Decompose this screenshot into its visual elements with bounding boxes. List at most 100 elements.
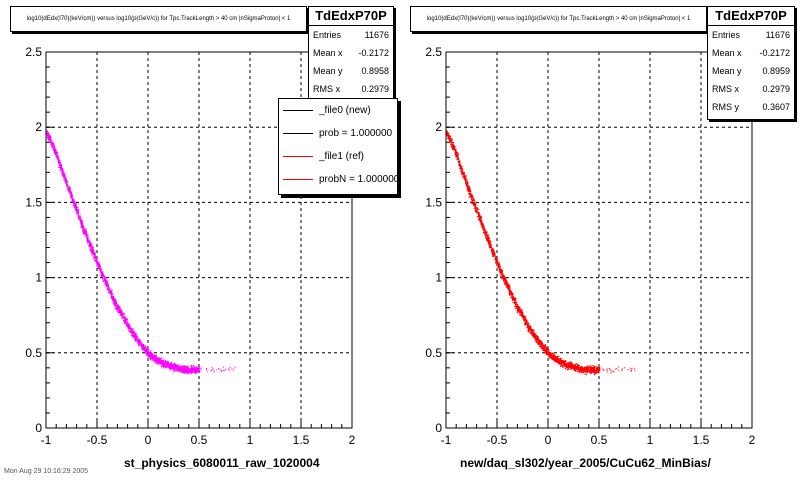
scatter-point [455,155,457,157]
scatter-point [567,363,569,366]
scatter-point [509,293,511,295]
scatter-point [115,307,117,309]
scatter-point [533,336,535,338]
scatter-point [80,219,83,221]
scatter-point [590,368,593,370]
scatter-point [74,201,76,203]
scatter-point [539,341,542,344]
scatter-point [129,331,131,333]
scatter-point [175,366,178,368]
scatter-point [73,205,75,207]
scatter-point [556,355,558,358]
scatter-point [121,313,123,315]
scatter-point [554,357,556,359]
scatter-point [448,134,451,137]
scatter-point [504,283,506,285]
scatter-point [101,271,103,273]
scatter-point [109,291,111,293]
scatter-point [119,310,121,312]
scatter-point [79,217,81,219]
x-tick-label: -0.5 [87,433,108,447]
stats-value: -0.2172 [358,48,389,58]
scatter-point [195,367,198,370]
scatter-point [540,340,542,342]
scatter-point [590,372,592,374]
scatter-point [624,367,626,369]
scatter-point [610,370,612,372]
scatter-point [542,346,544,348]
scatter-point [58,160,60,162]
scatter-point [130,328,132,330]
scatter-point [180,371,182,374]
scatter-point [158,362,161,364]
scatter-point [117,304,119,306]
scatter-point [194,372,196,374]
scatter-point [76,213,79,215]
scatter-point [634,369,636,371]
scatter-point [487,236,489,238]
scatter-point [571,367,573,369]
scatter-point [532,334,535,336]
stats-value: 11676 [765,30,790,40]
scatter-point [521,315,523,317]
scatter-point [115,305,118,307]
scatter-point [582,368,584,370]
scatter-point [73,199,75,201]
scatter-point [448,137,450,139]
scatter-point [79,219,81,221]
scatter-point [452,147,455,149]
scatter-point [592,369,595,372]
scatter-point [130,327,132,329]
scatter-point [135,340,137,342]
scatter-point [569,361,572,363]
scatter-point [136,340,138,343]
scatter-point [599,366,601,368]
scatter-point [150,351,152,353]
scatter-point [82,223,84,225]
scatter-point [71,199,74,201]
scatter-point [602,369,604,371]
scatter-point [593,371,596,373]
scatter-point [609,368,611,370]
scatter-point [473,199,475,201]
scatter-point [183,371,185,373]
scatter-point [556,356,558,358]
scatter-point [484,235,487,237]
scatter-point [580,371,582,373]
scatter-point [590,367,592,369]
scatter-point [157,362,159,364]
scatter-point [560,363,562,365]
scatter-point [53,152,56,154]
scatter-point [80,226,83,228]
scatter-point [169,363,171,365]
scatter-point [478,218,481,220]
scatter-point [61,168,64,170]
scatter-point [482,227,484,229]
scatter-point [487,234,489,236]
legend-label: prob = 1.000000 [319,128,393,139]
scatter-point [91,250,93,252]
scatter-point [492,250,494,252]
scatter-point [556,359,559,361]
scatter-point [569,366,571,368]
scatter-point [80,220,82,222]
scatter-point [554,355,556,357]
scatter-point [450,144,452,146]
scatter-point [497,266,499,268]
scatter-point [461,165,463,167]
scatter-point [51,145,53,147]
scatter-point [80,218,82,221]
scatter-point [102,273,104,275]
scatter-point [498,263,501,265]
scatter-point [147,354,150,357]
scatter-point [474,206,477,208]
scatter-point [127,327,129,329]
scatter-point [496,264,498,266]
scatter-point [462,171,464,173]
scatter-point [167,364,169,366]
scatter-point [524,315,526,318]
scatter-point [580,370,582,372]
scatter-point [544,348,547,351]
scatter-point [456,159,458,161]
scatter-point [456,156,458,158]
